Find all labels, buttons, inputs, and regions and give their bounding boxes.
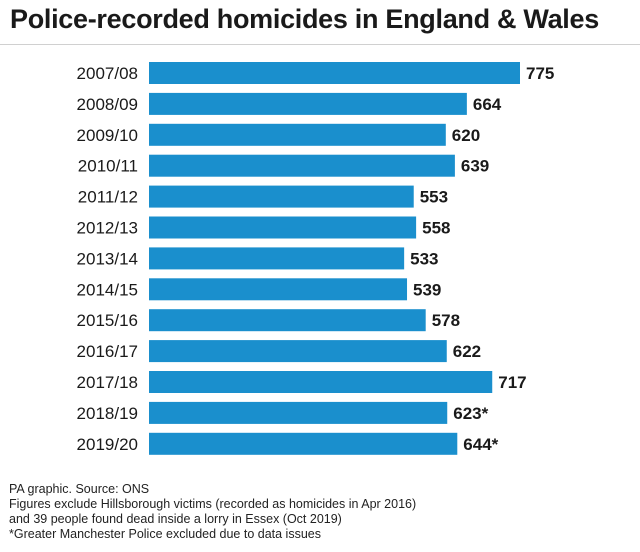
bar — [149, 309, 426, 331]
value-label: 644* — [463, 435, 498, 454]
value-label: 623* — [453, 404, 488, 423]
value-label: 664 — [473, 95, 502, 114]
value-label: 539 — [413, 280, 441, 299]
category-label: 2007/08 — [77, 64, 138, 83]
category-label: 2019/20 — [77, 435, 138, 454]
asterisk-note: *Greater Manchester Police excluded due … — [9, 527, 416, 542]
bar — [149, 371, 492, 393]
value-label: 558 — [422, 219, 450, 238]
category-label: 2016/17 — [77, 342, 138, 361]
category-label: 2011/12 — [78, 188, 138, 207]
category-label: 2017/18 — [77, 373, 138, 392]
category-label: 2014/15 — [77, 280, 138, 299]
bar — [149, 155, 455, 177]
value-label: 775 — [526, 64, 554, 83]
value-label: 553 — [420, 188, 448, 207]
bar — [149, 93, 467, 115]
bar — [149, 124, 446, 146]
bar — [149, 247, 404, 269]
category-label: 2010/11 — [78, 157, 138, 176]
exclusion-note-line-1: Figures exclude Hillsborough victims (re… — [9, 497, 416, 512]
category-label: 2009/10 — [77, 126, 138, 145]
bar-chart: 2007/08 775 2008/09 664 2009/10 620 2010/11 639… — [0, 48, 640, 458]
bar — [149, 278, 407, 300]
bar — [149, 186, 414, 208]
title-divider — [0, 44, 640, 45]
bar — [149, 62, 520, 84]
category-label: 2018/19 — [77, 404, 138, 423]
value-label: 717 — [498, 373, 526, 392]
chart-title: Police-recorded homicides in England & W… — [10, 4, 599, 35]
category-label: 2008/09 — [77, 95, 138, 114]
category-label: 2013/14 — [77, 249, 138, 268]
footnotes: PA graphic. Source: ONS Figures exclude … — [9, 482, 416, 542]
bar — [149, 402, 447, 424]
category-label: 2012/13 — [77, 219, 138, 238]
value-label: 620 — [452, 126, 480, 145]
category-label: 2015/16 — [77, 311, 138, 330]
value-label: 639 — [461, 157, 489, 176]
value-label: 622 — [453, 342, 481, 361]
value-label: 578 — [432, 311, 460, 330]
value-label: 533 — [410, 249, 438, 268]
exclusion-note-line-2: and 39 people found dead inside a lorry … — [9, 512, 416, 527]
bar — [149, 433, 457, 455]
source-note: PA graphic. Source: ONS — [9, 482, 416, 497]
bar — [149, 340, 447, 362]
bar — [149, 217, 416, 239]
